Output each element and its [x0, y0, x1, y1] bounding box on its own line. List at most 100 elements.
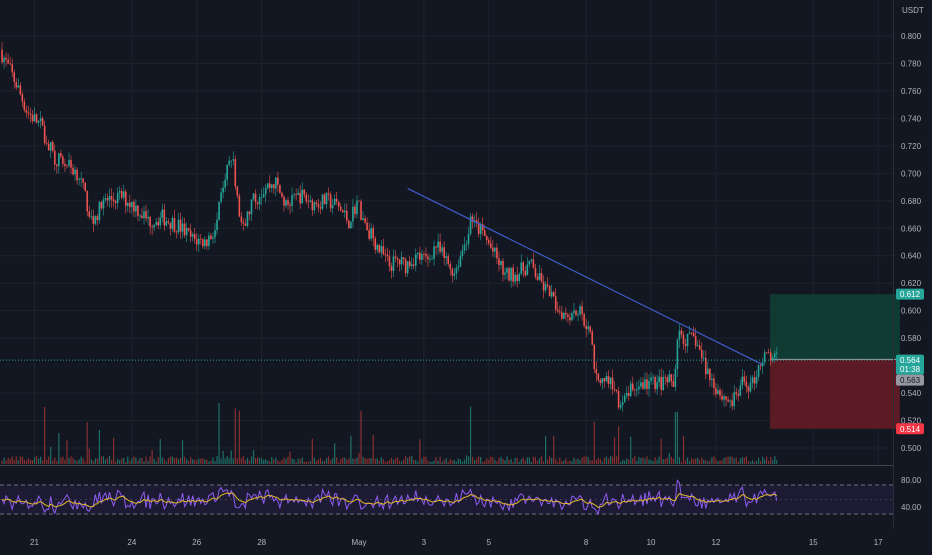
volume-bar — [147, 460, 149, 464]
volume-bar — [293, 459, 295, 464]
candle-body — [414, 254, 417, 266]
volume-bar — [751, 460, 754, 464]
volume-bar — [256, 457, 259, 464]
volume-bar — [474, 460, 476, 464]
volume-bar — [60, 457, 62, 464]
candle-body — [713, 378, 715, 389]
volume-bar — [439, 456, 441, 464]
price-axis[interactable]: 0.800 0.780 0.760 0.740 0.720 0.700 0.680 0.660… — [901, 32, 922, 453]
candle-body — [244, 223, 247, 226]
candle-body — [179, 219, 182, 232]
volume-bar — [88, 448, 90, 464]
volume-bar — [151, 449, 153, 464]
volume-bar — [64, 459, 66, 464]
stop-badge-bg — [896, 423, 924, 435]
candle-body — [404, 259, 407, 274]
candle-body — [396, 258, 399, 260]
price-tick-label: 0.540 — [901, 389, 922, 398]
candle-body — [690, 332, 693, 334]
candle-body — [195, 239, 198, 245]
volume-bar — [129, 460, 131, 464]
volume-bar — [202, 458, 204, 464]
candle-body — [3, 57, 5, 63]
volume-bar — [319, 457, 322, 464]
volume-bar — [709, 460, 711, 464]
countdown-label: 01:38 — [900, 365, 921, 374]
volume-bar — [346, 459, 348, 464]
volume-bar — [135, 457, 137, 464]
profit-zone[interactable] — [770, 294, 900, 360]
volume-bar — [275, 457, 277, 464]
candle-body — [234, 159, 237, 187]
candle-body — [299, 192, 301, 204]
candle-body — [175, 231, 178, 233]
candle-body — [216, 219, 218, 231]
trendline[interactable] — [407, 187, 763, 365]
candle-body — [558, 311, 561, 313]
volume-bar — [102, 456, 105, 464]
volume-bar — [703, 459, 705, 464]
volume-bar — [405, 456, 407, 464]
candle-body — [200, 238, 202, 240]
volume-bar — [571, 461, 573, 464]
loss-zone[interactable] — [770, 359, 900, 429]
candle-body — [56, 164, 58, 167]
volume-bar — [165, 461, 167, 464]
candle-body — [585, 325, 587, 330]
volume-bar — [356, 457, 358, 464]
price-tick-label: 0.640 — [901, 252, 922, 261]
volume-bar — [455, 461, 457, 464]
volume-bar — [417, 461, 419, 464]
long-position-tool[interactable] — [770, 294, 900, 429]
volume-bar — [248, 460, 251, 464]
time-axis[interactable]: 21 24 26 28 May 3 5 8 10 12 15 17 — [30, 538, 883, 547]
candle-body — [131, 201, 133, 208]
volume-bar — [461, 461, 464, 464]
volume-bar — [753, 461, 756, 464]
rsi-tick-label: 40.00 — [901, 503, 922, 512]
volume-bar — [561, 460, 563, 464]
volume-bar — [216, 456, 218, 464]
candle-body — [51, 142, 54, 151]
candle-body — [238, 195, 241, 217]
volume-bar — [431, 461, 433, 464]
grid-horizontal — [0, 35, 893, 449]
volume-bar — [757, 457, 760, 464]
candle-body — [520, 262, 523, 274]
candle-body — [364, 218, 366, 223]
candle-body — [43, 125, 46, 143]
volume-bar — [382, 459, 384, 464]
volume-bar — [315, 460, 318, 464]
volume-bar — [761, 456, 764, 464]
candle-body — [70, 159, 72, 168]
volume-bar — [115, 461, 117, 464]
candle-body — [769, 352, 772, 361]
candle-body — [297, 192, 299, 195]
volume-bar — [46, 459, 48, 464]
candle-body — [542, 281, 545, 291]
volume-bar — [277, 460, 279, 464]
candle-body — [502, 260, 504, 275]
volume-bar — [520, 459, 522, 464]
candle-body — [122, 191, 125, 198]
candle-body — [546, 284, 549, 286]
rsi-tick-label: 80.00 — [901, 476, 922, 485]
candle-body — [417, 252, 419, 255]
price-tick-label: 0.720 — [901, 142, 922, 151]
candle-body — [743, 376, 746, 382]
candle-body — [773, 353, 776, 358]
candle-body — [210, 235, 212, 239]
volume-bar — [58, 432, 60, 464]
volume-bar — [749, 461, 752, 464]
volume-bar — [117, 458, 119, 464]
candle-body — [25, 110, 28, 113]
candle-body — [350, 221, 352, 229]
candle-body — [634, 389, 636, 391]
candle-body — [266, 183, 269, 189]
candle-body — [236, 186, 239, 196]
volume-bar — [743, 457, 745, 464]
candle-body — [145, 211, 147, 219]
stop-price-label: 0.514 — [900, 425, 921, 434]
